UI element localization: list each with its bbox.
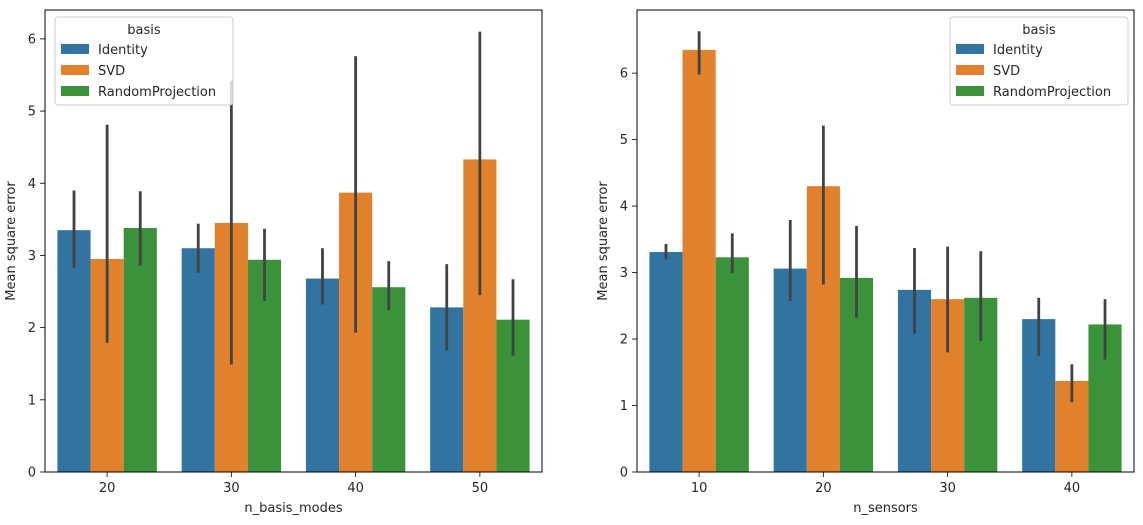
- legend: basis Identity SVD RandomProjection: [949, 16, 1129, 106]
- legend-swatch: [61, 44, 89, 54]
- legend-title: basis: [127, 23, 161, 38]
- y-tick-label: 6: [620, 67, 628, 82]
- legend-swatch: [956, 86, 984, 96]
- axes-frame: [636, 9, 1135, 473]
- y-axis-label: Mean square error: [4, 181, 19, 301]
- legend-label: RandomProjection: [993, 85, 1111, 100]
- bar: [649, 251, 683, 472]
- legend-label: SVD: [993, 64, 1020, 79]
- y-tick-label: 0: [28, 466, 36, 481]
- bar: [682, 49, 716, 473]
- legend-frame: [54, 16, 234, 106]
- y-tick-label: 2: [620, 333, 628, 348]
- chart-panel-2: 0 1 2 3 4 5 6 10 20 30 40 n_sensors Mean square erro…: [596, 9, 1135, 516]
- bar: [123, 228, 157, 472]
- x-tick-label: 20: [815, 481, 832, 496]
- y-tick-label: 2: [28, 321, 36, 336]
- y-tick-label: 6: [28, 32, 36, 47]
- bar: [305, 278, 340, 472]
- legend-label: RandomProjection: [98, 85, 216, 100]
- y-axis-label: Mean square error: [596, 181, 611, 301]
- y-tick-label: 5: [620, 133, 628, 148]
- chart-panel-1: 0 1 2 3 4 5 6 20 30 40 50 n_basis_modes Mean square …: [4, 9, 543, 516]
- y-tick-label: 1: [28, 393, 36, 408]
- y-tick-label: 1: [620, 399, 628, 414]
- legend-label: SVD: [98, 64, 125, 79]
- x-tick-label: 30: [223, 481, 240, 496]
- y-tick-label: 4: [28, 177, 36, 192]
- bar: [372, 287, 406, 472]
- legend-swatch: [61, 86, 89, 96]
- y-tick-label: 3: [620, 266, 628, 281]
- bar: [57, 230, 91, 472]
- bar: [181, 248, 215, 472]
- axes-frame: [44, 9, 543, 473]
- bar: [715, 257, 749, 472]
- legend-title: basis: [1022, 23, 1056, 38]
- legend-label: Identity: [993, 43, 1043, 58]
- legend-swatch: [61, 65, 89, 75]
- legend-frame: [949, 16, 1129, 106]
- legend-swatch: [956, 65, 984, 75]
- y-tick-label: 4: [620, 200, 628, 215]
- x-tick-label: 10: [691, 481, 708, 496]
- legend: basis Identity SVD RandomProjection: [54, 16, 234, 106]
- legend-label: Identity: [98, 43, 148, 58]
- x-tick-label: 40: [347, 481, 364, 496]
- y-tick-label: 3: [28, 249, 36, 264]
- x-tick-label: 50: [472, 481, 489, 496]
- x-tick-label: 40: [1064, 481, 1081, 496]
- x-axis-label: n_basis_modes: [244, 501, 342, 516]
- y-tick-label: 0: [620, 466, 628, 481]
- y-tick-label: 5: [28, 105, 36, 120]
- bar: [773, 268, 807, 472]
- x-tick-label: 20: [99, 481, 116, 496]
- x-axis-label: n_sensors: [853, 501, 918, 516]
- legend-swatch: [956, 44, 984, 54]
- x-tick-label: 30: [939, 481, 956, 496]
